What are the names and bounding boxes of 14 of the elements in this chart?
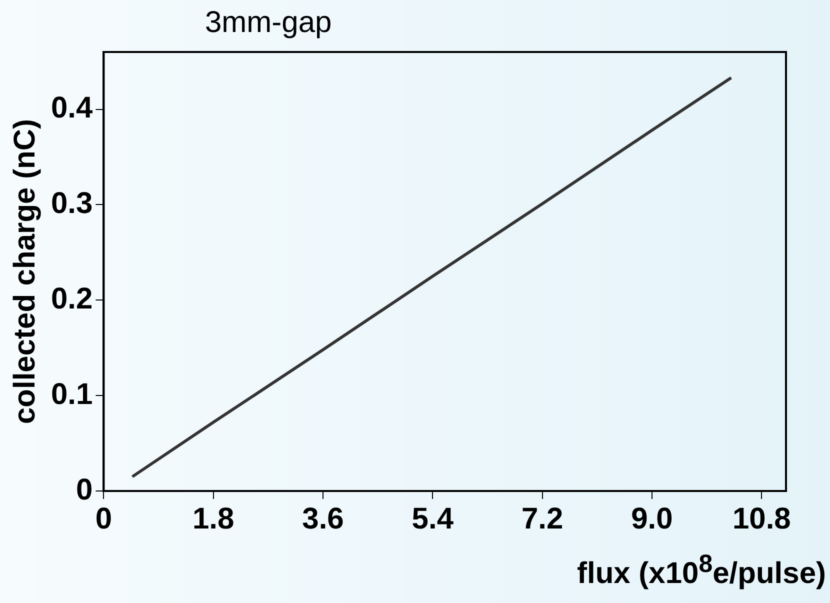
y-tick-label: 0.2 [50,282,93,316]
x-tick-label: 1.8 [192,502,234,536]
x-tick-label: 7.2 [521,502,564,536]
y-tick-label: 0.4 [50,92,94,125]
chart-title: 3mm-gap [205,6,332,40]
x-axis-title: flux (x10$^{8}$e/pulse) [577,550,826,591]
y-tick-label: 0.1 [50,378,93,411]
x-tick-label: 3.6 [302,502,344,536]
x-tick-label: 10.8 [732,502,791,536]
y-tick-label: 0 [76,473,93,506]
y-axis-title: collected charge (nC) [8,118,42,424]
x-tick-label: 9.0 [631,502,673,536]
x-tick-label: 5.4 [412,502,454,536]
y-tick-label: 0.3 [50,186,93,220]
